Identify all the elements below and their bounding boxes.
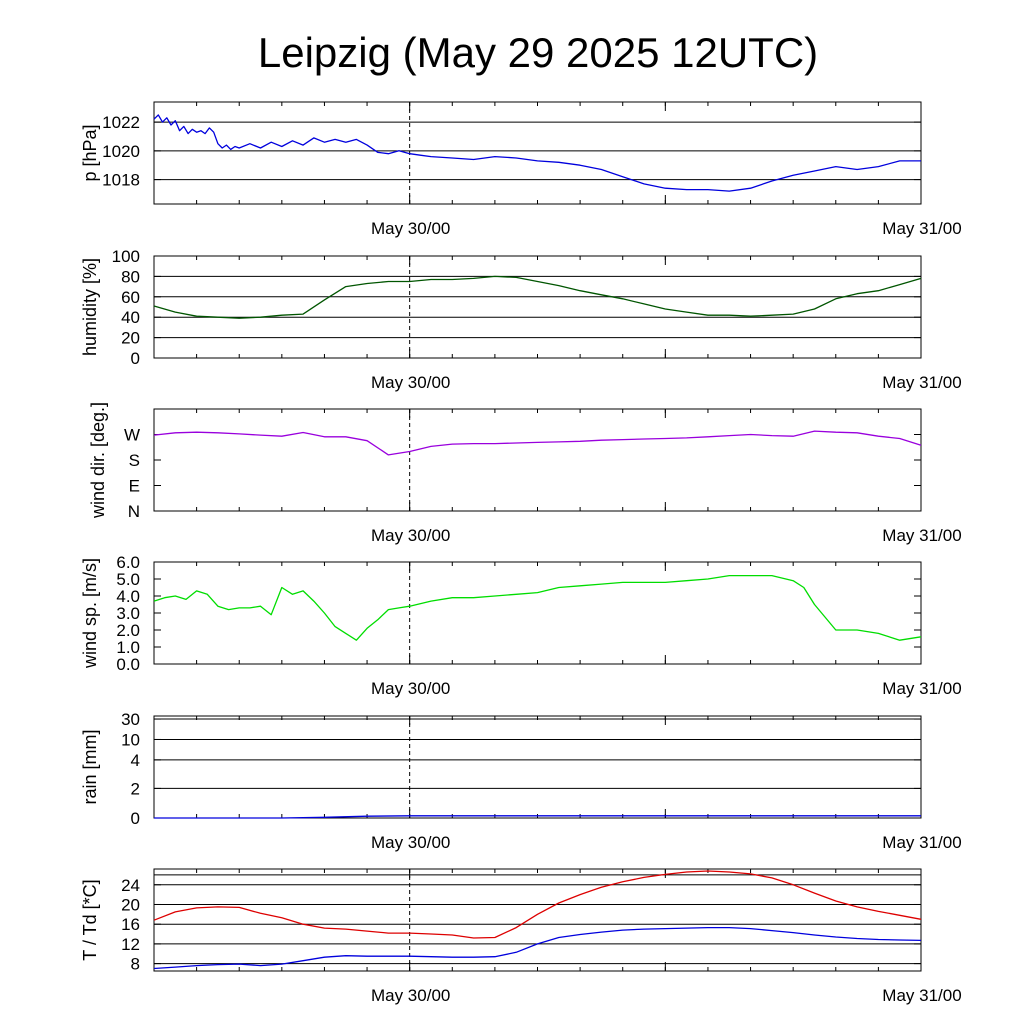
x-tick-label: May 31/00 <box>882 833 961 852</box>
y-axis-label: humidity [%] <box>80 258 100 356</box>
series-line-pressure <box>153 114 921 192</box>
y-axis-label: p [hPa] <box>80 124 100 181</box>
y-tick-label: E <box>129 477 140 496</box>
y-axis-label: T / Td [*C] <box>80 879 100 960</box>
y-tick-label: 12 <box>121 935 140 954</box>
y-tick-label: 24 <box>121 876 140 895</box>
x-tick-label: May 30/00 <box>371 373 450 392</box>
series-line-rain <box>154 815 921 819</box>
y-tick-label: 4.0 <box>116 587 140 606</box>
y-tick-label: 5.0 <box>116 570 140 589</box>
x-tick-label: May 31/00 <box>882 219 961 238</box>
y-tick-label: 10 <box>121 730 140 749</box>
x-tick-label: May 30/00 <box>371 833 450 852</box>
y-tick-label: 1.0 <box>116 638 140 657</box>
y-tick-label: 20 <box>121 895 140 914</box>
y-tick-label: 0.0 <box>116 655 140 674</box>
y-tick-label: 1020 <box>102 142 140 161</box>
plot-frame <box>153 715 922 819</box>
series-line-humidity <box>153 275 922 319</box>
y-tick-label: 40 <box>121 308 140 327</box>
plot-frame <box>153 255 922 359</box>
x-tick-label: May 30/00 <box>371 986 450 1005</box>
y-tick-label: N <box>128 502 140 521</box>
y-tick-label: 4 <box>131 751 140 770</box>
series-line-temperature <box>153 870 922 939</box>
x-tick-label: May 30/00 <box>371 679 450 698</box>
series-line-wind_speed <box>153 574 922 641</box>
y-tick-label: 2.0 <box>116 621 140 640</box>
series-line-dewpoint <box>153 926 922 970</box>
plot-frame <box>153 101 922 205</box>
x-tick-label: May 30/00 <box>371 526 450 545</box>
y-tick-label: 100 <box>112 247 140 266</box>
y-axis-label: wind dir. [deg.] <box>88 402 108 519</box>
x-tick-label: May 31/00 <box>882 373 961 392</box>
y-tick-label: 1018 <box>102 171 140 190</box>
x-tick-label: May 30/00 <box>371 219 450 238</box>
series-line-wind_dir <box>153 430 922 456</box>
y-tick-label: W <box>124 426 140 445</box>
y-tick-label: S <box>129 451 140 470</box>
y-tick-label: 0 <box>131 809 140 828</box>
y-tick-label: 6.0 <box>116 553 140 572</box>
y-tick-label: 30 <box>121 710 140 729</box>
y-tick-label: 20 <box>121 329 140 348</box>
plot-frame <box>153 408 922 512</box>
y-tick-label: 80 <box>121 267 140 286</box>
chart-title: Leipzig (May 29 2025 12UTC) <box>258 29 818 76</box>
y-tick-label: 8 <box>131 955 140 974</box>
y-axis-label: wind sp. [m/s] <box>80 558 100 669</box>
y-axis-label: rain [mm] <box>80 729 100 804</box>
y-tick-label: 60 <box>121 288 140 307</box>
y-tick-label: 16 <box>121 915 140 934</box>
x-tick-label: May 31/00 <box>882 986 961 1005</box>
y-tick-label: 2 <box>131 779 140 798</box>
y-tick-label: 3.0 <box>116 604 140 623</box>
y-tick-label: 0 <box>131 349 140 368</box>
y-tick-label: 1022 <box>102 113 140 132</box>
x-tick-label: May 31/00 <box>882 526 961 545</box>
x-tick-label: May 31/00 <box>882 679 961 698</box>
